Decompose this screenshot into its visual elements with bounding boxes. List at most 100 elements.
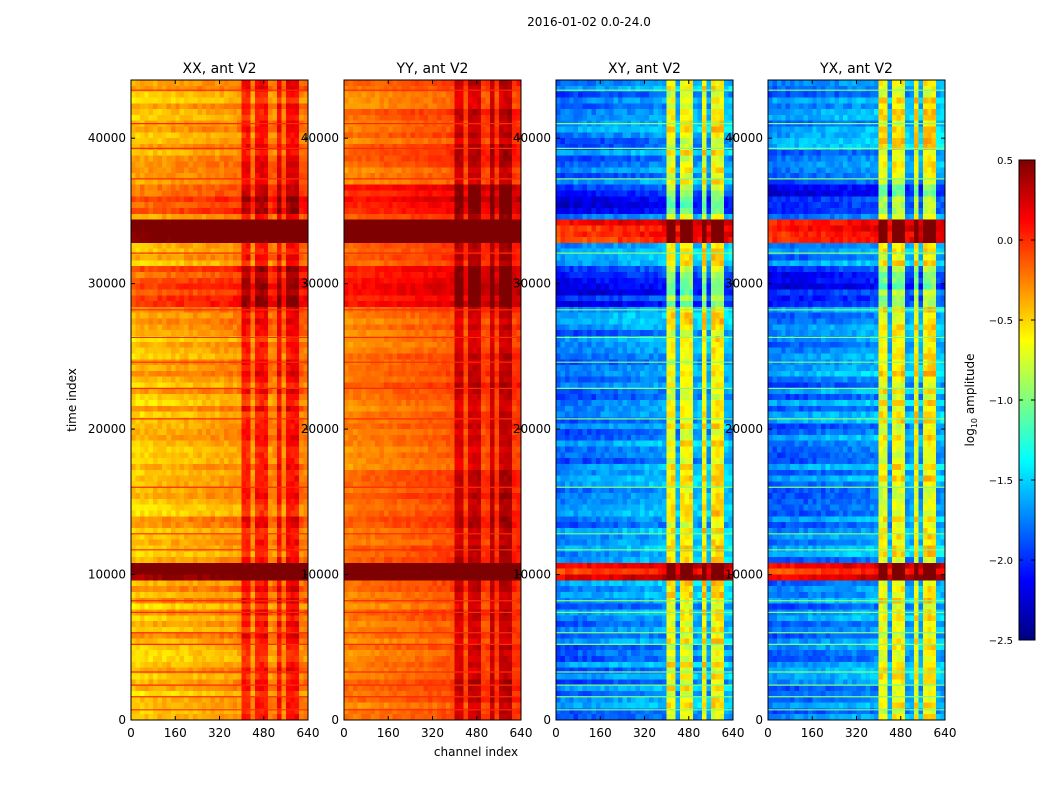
heatmap-cell: [175, 714, 181, 721]
heatmap-cell: [139, 109, 145, 116]
heatmap-cell: [259, 679, 265, 686]
heatmap-cell: [246, 400, 251, 407]
heatmap-cell: [192, 318, 198, 325]
heatmap-cell: [184, 301, 189, 308]
heatmap-cell: [210, 330, 216, 337]
heatmap-cell: [237, 248, 243, 255]
heatmap-cell: [263, 365, 269, 372]
heatmap-cell: [405, 97, 411, 104]
heatmap-cell: [290, 696, 296, 703]
heatmap-cell: [144, 533, 150, 541]
heatmap-cell: [285, 551, 291, 558]
heatmap-cell: [294, 301, 300, 308]
heatmap-cell: [285, 394, 291, 401]
heatmap-cell: [246, 632, 251, 639]
heatmap-cell: [215, 336, 220, 343]
heatmap-cell: [157, 126, 163, 133]
heatmap-cell: [201, 388, 207, 395]
heatmap-cell: [157, 533, 163, 541]
heatmap-cell: [161, 254, 167, 261]
heatmap-cell: [228, 242, 234, 250]
heatmap-cell: [215, 341, 220, 349]
heatmap-cell: [294, 632, 300, 639]
heatmap-cell: [188, 440, 194, 447]
heatmap-cell: [263, 644, 269, 651]
heatmap-cell: [268, 545, 273, 552]
heatmap-cell: [179, 405, 185, 413]
heatmap-cell: [272, 545, 278, 552]
heatmap-cell: [237, 685, 243, 692]
heatmap-cell: [192, 446, 198, 453]
heatmap-cell: [241, 522, 247, 529]
heatmap-cell: [166, 295, 172, 302]
heatmap-cell: [179, 603, 185, 610]
heatmap-cell: [436, 97, 442, 104]
heatmap-cell: [131, 516, 136, 523]
heatmap-cell: [268, 260, 273, 267]
heatmap-cell: [237, 650, 243, 657]
heatmap-cell: [263, 638, 269, 645]
heatmap-cell: [219, 260, 225, 267]
heatmap-cell: [512, 138, 517, 145]
heatmap-cell: [241, 103, 247, 110]
heatmap-cell: [397, 114, 402, 122]
heatmap-cell: [263, 603, 269, 610]
heatmap-cell: [232, 388, 238, 395]
heatmap-cell: [246, 667, 251, 674]
heatmap-cell: [161, 149, 167, 157]
heatmap-cell: [361, 114, 367, 122]
heatmap-cell: [144, 382, 150, 389]
heatmap-cell: [272, 266, 278, 273]
heatmap-cell: [215, 242, 220, 250]
heatmap-cell: [192, 586, 198, 593]
heatmap-cell: [254, 394, 260, 401]
heatmap-cell: [188, 568, 194, 575]
heatmap-cell: [263, 533, 269, 541]
heatmap-cell: [153, 132, 158, 139]
heatmap-cell: [232, 434, 238, 442]
heatmap-cell: [148, 632, 154, 639]
heatmap-cell: [219, 190, 225, 197]
heatmap-cell: [232, 621, 238, 628]
heatmap-cell: [170, 650, 176, 657]
heatmap-cell: [503, 103, 509, 110]
heatmap-cell: [197, 469, 203, 477]
heatmap-cell: [206, 481, 212, 488]
heatmap-cell: [246, 673, 251, 680]
heatmap-cell: [188, 696, 194, 703]
heatmap-cell: [135, 690, 141, 698]
heatmap-cell: [215, 190, 220, 197]
heatmap-cell: [232, 708, 238, 715]
heatmap-cell: [254, 551, 260, 558]
heatmap-cell: [254, 184, 260, 191]
heatmap-cell: [210, 440, 216, 447]
heatmap-cell: [201, 353, 207, 360]
heatmap-cell: [144, 144, 150, 151]
heatmap-cell: [135, 85, 141, 93]
heatmap-cell: [241, 429, 247, 436]
heatmap-cell: [206, 464, 212, 471]
heatmap-cell: [246, 318, 251, 325]
heatmap-cell: [485, 85, 491, 93]
heatmap-cell: [246, 685, 251, 692]
heatmap-cell: [210, 568, 216, 575]
heatmap-cell: [135, 190, 141, 197]
heatmap-cell: [166, 155, 172, 162]
heatmap-cell: [170, 702, 176, 709]
heatmap-cell: [135, 685, 141, 692]
heatmap-cell: [161, 242, 167, 250]
heatmap-cell: [259, 464, 265, 471]
heatmap-cell: [192, 702, 198, 709]
heatmap-cell: [241, 481, 247, 488]
heatmap-cell: [277, 661, 282, 669]
heatmap-cell: [131, 545, 136, 552]
heatmap-cell: [294, 237, 300, 244]
heatmap-cell: [170, 167, 176, 174]
heatmap-cell: [131, 365, 136, 372]
heatmap-cell: [223, 370, 229, 378]
heatmap-cell: [254, 632, 260, 639]
heatmap-cell: [206, 696, 212, 703]
heatmap-cell: [188, 603, 194, 610]
heatmap-cell: [131, 685, 136, 692]
heatmap-cell: [219, 149, 225, 157]
